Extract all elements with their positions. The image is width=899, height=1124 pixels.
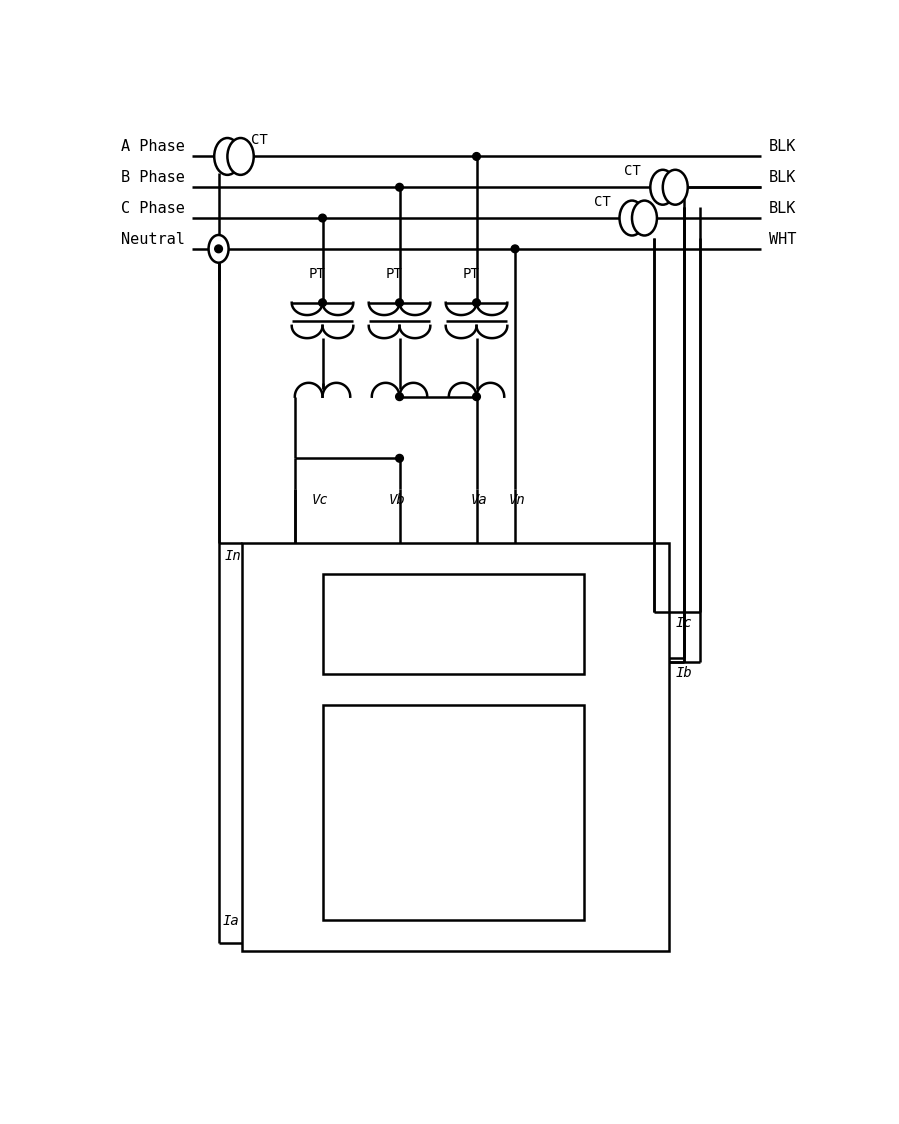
Text: Neutral: Neutral: [120, 232, 184, 246]
Bar: [323, 573, 584, 674]
Text: Ic: Ic: [675, 616, 692, 631]
Text: A Phase: A Phase: [120, 139, 184, 154]
Text: CT: CT: [625, 164, 641, 178]
Text: Ib: Ib: [675, 667, 692, 680]
Ellipse shape: [227, 138, 254, 175]
Bar: [323, 705, 584, 921]
Text: BLK: BLK: [770, 139, 797, 154]
Text: CT: CT: [593, 194, 610, 209]
Circle shape: [215, 245, 222, 253]
Ellipse shape: [209, 235, 228, 263]
Text: Vn: Vn: [509, 493, 526, 507]
Circle shape: [396, 454, 404, 462]
Text: CT: CT: [251, 134, 268, 147]
Text: BLK: BLK: [770, 170, 797, 185]
Text: PT: PT: [463, 268, 479, 281]
Ellipse shape: [632, 200, 657, 236]
Ellipse shape: [650, 170, 675, 205]
Ellipse shape: [214, 138, 241, 175]
Circle shape: [473, 153, 480, 161]
Text: In: In: [225, 550, 242, 563]
Circle shape: [396, 299, 404, 307]
Bar: [242, 543, 669, 951]
Text: PT: PT: [308, 268, 325, 281]
Circle shape: [473, 392, 480, 400]
Text: B Phase: B Phase: [120, 170, 184, 185]
Text: Vb: Vb: [388, 493, 405, 507]
Text: Ia: Ia: [222, 914, 239, 928]
Text: Vc: Vc: [312, 493, 328, 507]
Text: C Phase: C Phase: [120, 201, 184, 216]
Circle shape: [318, 215, 326, 221]
Circle shape: [396, 392, 404, 400]
Text: WHT: WHT: [770, 232, 797, 246]
Circle shape: [473, 299, 480, 307]
Text: PT: PT: [386, 268, 403, 281]
Circle shape: [512, 245, 519, 253]
Ellipse shape: [619, 200, 645, 236]
Text: Va: Va: [470, 493, 487, 507]
Circle shape: [318, 299, 326, 307]
Text: BLK: BLK: [770, 201, 797, 216]
Circle shape: [396, 183, 404, 191]
Ellipse shape: [663, 170, 688, 205]
